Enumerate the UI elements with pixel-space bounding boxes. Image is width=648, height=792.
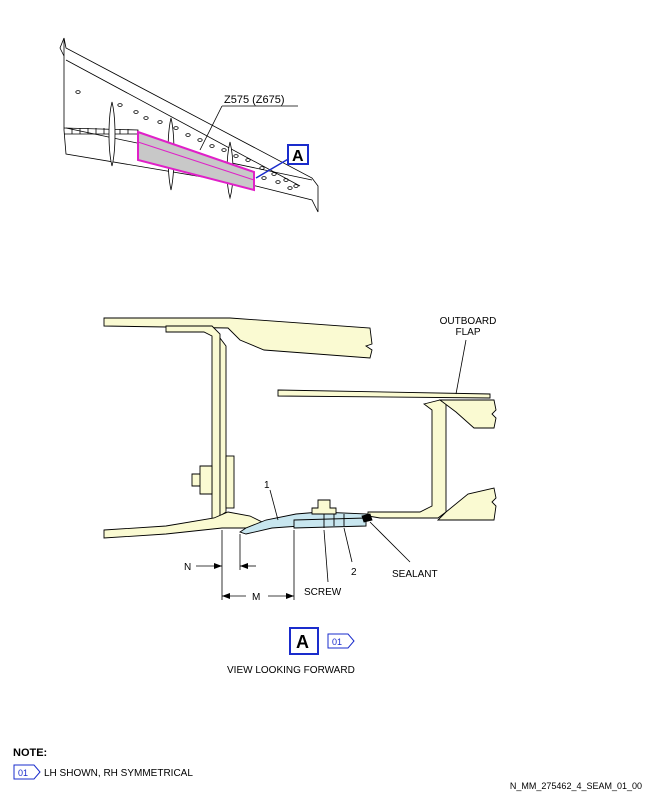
sealant-leader [369, 521, 411, 563]
item-1-leader [269, 489, 279, 521]
flap-upper-wedge [438, 399, 497, 429]
dimension-arrows [214, 563, 294, 599]
zone-leader [199, 105, 298, 151]
view-callout-box [287, 144, 309, 165]
spar-flange [219, 336, 227, 517]
spar-bolt [191, 465, 213, 495]
flap-lower-wedge [436, 487, 497, 521]
wing-isometric-view [59, 37, 319, 213]
notes-heading: NOTE: [13, 747, 47, 759]
seal-screw [311, 499, 337, 515]
note-ref: 01 [18, 768, 28, 778]
upper-wing-skin [103, 317, 373, 359]
caption-callout-box [289, 627, 319, 655]
note-ref-flag [13, 764, 41, 780]
spar-bracket [225, 455, 235, 509]
dim-n-label: N [184, 562, 191, 573]
note-text: LH SHOWN, RH SYMMETRICAL [44, 768, 193, 779]
outboard-flap-leader [455, 339, 467, 395]
flap-upper-skin [277, 389, 491, 399]
wing-leading-edge [59, 37, 65, 57]
item-1-label: 1 [264, 480, 270, 491]
seal-panel-inner-line [137, 141, 255, 181]
sealant-label: SEALANT [392, 569, 438, 580]
zone-label: Z575 (Z675) [224, 94, 285, 106]
item-2-label: 2 [351, 567, 357, 578]
lower-wing-skin [103, 511, 264, 539]
section-leaders [196, 339, 467, 600]
rear-spar-web [165, 325, 230, 523]
wing-rear-spar-line [65, 59, 301, 187]
figure-id: N_MM_275462_4_SEAM_01_00 [510, 781, 642, 791]
caption-title: VIEW LOOKING FORWARD [227, 665, 355, 676]
item-2-leader [343, 527, 353, 563]
caption-note-ref: 01 [332, 637, 342, 647]
screw-label: SCREW [304, 587, 342, 598]
callout-a-leader [255, 157, 291, 179]
caption-note-ref-flag [327, 633, 355, 649]
access-holes [75, 90, 299, 190]
screw-leader [323, 529, 329, 583]
wing-outline [63, 37, 319, 213]
retainer-plate [293, 517, 367, 529]
outboard-flap-label: OUTBOARD FLAP [440, 316, 497, 338]
dim-m-label: M [252, 592, 260, 603]
caption-callout-letter: A [296, 632, 309, 652]
flap-leading-edge-channel [367, 399, 447, 519]
sealant-bead [361, 513, 373, 523]
view-callout-letter: A [292, 148, 304, 165]
section-view [103, 317, 497, 539]
